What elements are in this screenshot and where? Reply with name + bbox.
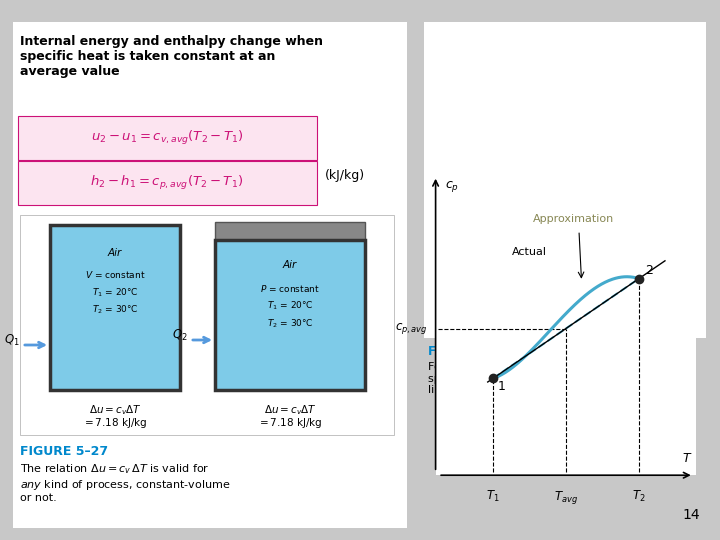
Text: $Q_1$: $Q_1$ (4, 333, 20, 348)
Text: $V$ = constant: $V$ = constant (85, 269, 145, 280)
Text: $\Delta u = c_v \Delta T$: $\Delta u = c_v \Delta T$ (264, 403, 316, 417)
Text: $T$: $T$ (682, 451, 693, 464)
Text: $T_1$ = 20°C: $T_1$ = 20°C (266, 300, 313, 312)
Text: $u_2 - u_1 = c_{v,avg}(T_2 - T_1)$: $u_2 - u_1 = c_{v,avg}(T_2 - T_1)$ (91, 129, 243, 147)
Text: $T_1$ = 20°C: $T_1$ = 20°C (91, 287, 138, 299)
Text: $P$ = constant: $P$ = constant (260, 282, 320, 294)
Text: 2: 2 (645, 264, 653, 277)
Text: $T_2$ = 30°C: $T_2$ = 30°C (91, 303, 138, 316)
Text: $T_2$: $T_2$ (632, 489, 646, 504)
Text: The relation $\Delta u = c_v\, \Delta T$ is valid for
$any$ kind of process, con: The relation $\Delta u = c_v\, \Delta T$… (20, 462, 230, 503)
FancyBboxPatch shape (215, 222, 365, 240)
FancyBboxPatch shape (20, 215, 394, 435)
Text: $c_{p,avg}$: $c_{p,avg}$ (395, 321, 428, 336)
Text: Air: Air (108, 248, 122, 258)
Text: $T_2$ = 30°C: $T_2$ = 30°C (266, 318, 313, 330)
Text: 14: 14 (683, 508, 700, 522)
Text: $\Delta u = c_v \Delta T$: $\Delta u = c_v \Delta T$ (89, 403, 141, 417)
FancyBboxPatch shape (215, 240, 365, 390)
Text: $T_{avg}$: $T_{avg}$ (554, 489, 578, 506)
FancyBboxPatch shape (18, 116, 317, 160)
Text: Actual: Actual (512, 247, 547, 258)
Text: $= 7.18\ \mathrm{kJ/kg}$: $= 7.18\ \mathrm{kJ/kg}$ (257, 416, 323, 430)
FancyBboxPatch shape (424, 22, 706, 338)
Text: 1: 1 (498, 380, 506, 393)
Text: $T_1$: $T_1$ (486, 489, 500, 504)
Text: Internal energy and enthalpy change when
specific heat is taken constant at an
a: Internal energy and enthalpy change when… (20, 35, 323, 78)
Text: Air: Air (283, 260, 297, 270)
Text: $Q_2$: $Q_2$ (172, 327, 188, 342)
Text: $h_2 - h_1 = c_{p,avg}(T_2 - T_1)$: $h_2 - h_1 = c_{p,avg}(T_2 - T_1)$ (90, 174, 243, 192)
Text: For small temperature intervals, the
specific heats may be assumed to vary
linea: For small temperature intervals, the spe… (428, 362, 647, 395)
FancyBboxPatch shape (13, 22, 407, 528)
Text: $= 7.18\ \mathrm{kJ/kg}$: $= 7.18\ \mathrm{kJ/kg}$ (82, 416, 148, 430)
Text: $c_p$: $c_p$ (445, 179, 459, 194)
Text: Approximation: Approximation (533, 214, 614, 224)
Text: FIGURE 5–27: FIGURE 5–27 (20, 445, 108, 458)
FancyBboxPatch shape (50, 225, 180, 390)
Text: FIGURE 5–26: FIGURE 5–26 (428, 345, 511, 358)
FancyBboxPatch shape (18, 161, 317, 205)
Text: (kJ/kg): (kJ/kg) (325, 168, 365, 181)
